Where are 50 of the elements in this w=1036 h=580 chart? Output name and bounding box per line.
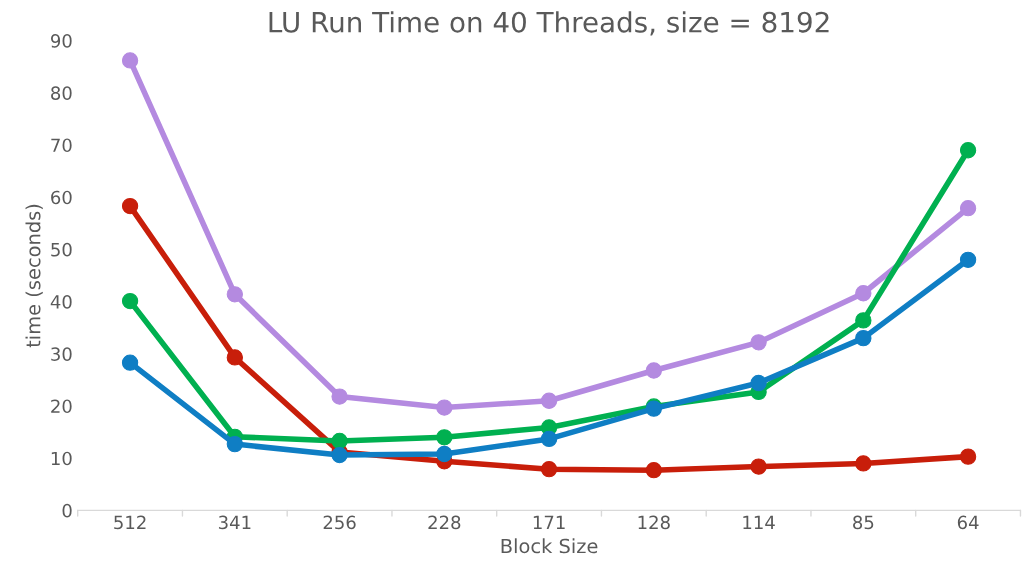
point	[645, 362, 662, 379]
point	[959, 142, 977, 159]
point	[540, 430, 558, 448]
point	[540, 392, 558, 409]
point	[855, 312, 872, 329]
point	[121, 354, 139, 371]
y-tick-label: 10	[51, 451, 72, 466]
point	[121, 197, 139, 215]
point	[750, 458, 767, 475]
y-tick-label: 90	[51, 34, 72, 48]
y-tick-label: 30	[51, 347, 72, 361]
x-tick-label: 64	[957, 515, 979, 530]
point	[436, 445, 453, 463]
x-tick-label: 128	[638, 515, 670, 530]
x-tick-label: 256	[323, 515, 356, 530]
y-axis-title: time (seconds)	[25, 204, 43, 348]
y-tick-label: 70	[51, 138, 72, 153]
x-tick-label: 114	[743, 515, 775, 529]
y-tick-label: 80	[51, 86, 72, 100]
point	[855, 285, 872, 302]
point	[645, 462, 662, 479]
point	[331, 388, 348, 405]
x-tick-label: 341	[218, 515, 251, 530]
point	[331, 432, 348, 450]
y-tick-label: 20	[51, 399, 72, 414]
point	[959, 448, 977, 465]
point	[121, 52, 139, 69]
point	[121, 292, 139, 310]
point	[959, 200, 977, 217]
point	[750, 374, 767, 392]
y-tick-label: 0	[62, 503, 72, 518]
point	[540, 461, 558, 478]
point	[436, 429, 453, 446]
point	[750, 334, 767, 351]
point	[436, 399, 453, 416]
x-tick-label: 512	[114, 515, 146, 530]
point	[959, 251, 977, 268]
x-tick-label: 171	[533, 515, 565, 529]
point	[226, 286, 243, 303]
x-tick-label: 85	[853, 515, 874, 530]
chart-title: LU Run Time on 40 Threads, size = 8192	[269, 11, 829, 36]
y-tick-label: 50	[51, 242, 72, 257]
point	[226, 435, 243, 453]
point	[855, 455, 872, 472]
y-tick-label: 40	[50, 295, 72, 309]
y-tick-label: 60	[51, 190, 72, 205]
x-tick-label: 228	[428, 515, 461, 530]
x-axis-title: Block Size	[501, 538, 598, 554]
point	[855, 329, 872, 347]
point	[226, 349, 243, 366]
